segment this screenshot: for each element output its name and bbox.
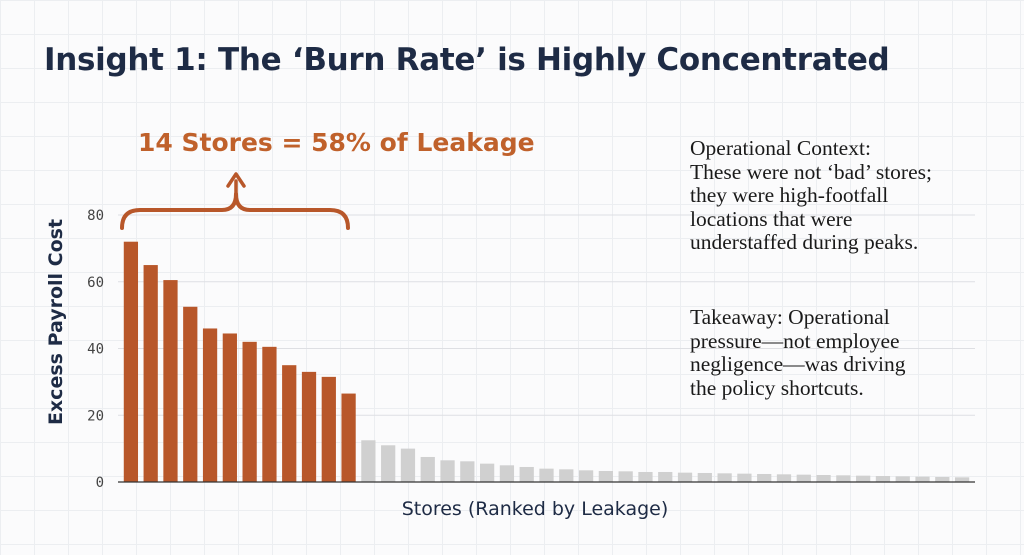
y-tick-label: 40 xyxy=(87,342,104,358)
takeaway-line: the policy shortcuts. xyxy=(690,375,864,400)
bar xyxy=(420,456,435,482)
bar xyxy=(638,471,653,482)
bar xyxy=(895,476,910,482)
bar xyxy=(578,470,594,482)
bar xyxy=(954,477,970,482)
bar xyxy=(697,472,712,482)
takeaway-line: negligence—was driving xyxy=(690,352,906,376)
callout-label: 14 Stores = 58% of Leakage xyxy=(138,128,535,157)
bar xyxy=(361,440,376,482)
bar-highlighted xyxy=(143,265,158,482)
bar xyxy=(658,471,673,482)
bar xyxy=(915,476,930,482)
bar xyxy=(737,473,752,482)
bar xyxy=(499,465,515,482)
bar-highlighted xyxy=(202,328,218,482)
y-tick-label: 20 xyxy=(87,408,104,424)
bar-highlighted xyxy=(301,371,317,482)
callout-brace xyxy=(120,192,350,230)
bar xyxy=(757,473,772,482)
y-tick-label: 80 xyxy=(87,208,104,224)
bar-highlighted xyxy=(321,376,336,482)
bar xyxy=(400,448,416,482)
context-line: Operational Context: xyxy=(690,136,871,160)
bar xyxy=(598,470,613,482)
x-axis-label: Stores (Ranked by Leakage) xyxy=(402,498,669,520)
bar-highlighted xyxy=(163,280,178,482)
context-line: These were not ‘bad’ stores; xyxy=(690,159,932,184)
bar-highlighted xyxy=(222,333,237,482)
bars xyxy=(123,241,970,482)
bar xyxy=(836,475,851,482)
bar xyxy=(519,466,534,482)
y-axis-ticks: 0 20 40 60 80 xyxy=(87,208,104,491)
bar-highlighted xyxy=(242,341,257,482)
y-tick-label: 60 xyxy=(87,275,104,291)
bar-highlighted xyxy=(262,346,277,482)
bar xyxy=(935,476,950,482)
operational-context-text: Operational Context: These were not ‘bad… xyxy=(690,136,932,255)
bar xyxy=(440,460,455,482)
bar-highlighted xyxy=(183,306,198,482)
bar xyxy=(480,463,495,482)
bar xyxy=(717,473,732,482)
gridlines xyxy=(118,214,975,416)
takeaway-text: Takeaway: Operational pressure—not emplo… xyxy=(690,305,906,400)
bar xyxy=(875,475,891,482)
callout-arrow-head xyxy=(226,172,246,188)
context-line: locations that were xyxy=(690,206,853,231)
bar xyxy=(677,472,693,482)
bar xyxy=(381,445,396,482)
takeaway-line: pressure—not employee xyxy=(690,328,900,353)
bar xyxy=(539,468,554,482)
y-tick-label: 0 xyxy=(96,475,104,491)
y-axis-label: Excess Payroll Cost xyxy=(45,219,67,425)
bar xyxy=(559,469,574,482)
takeaway-line: Takeaway: Operational xyxy=(690,305,890,329)
context-line: they were high-footfall xyxy=(690,183,889,207)
context-line: understaffed during peaks. xyxy=(690,230,919,254)
bar xyxy=(618,471,633,482)
bar-highlighted xyxy=(123,241,139,482)
slide-title: Insight 1: The ‘Burn Rate’ is Highly Con… xyxy=(44,42,890,78)
bar xyxy=(816,474,831,482)
bar-highlighted xyxy=(282,365,297,482)
bar xyxy=(856,475,871,482)
bar xyxy=(460,461,475,482)
bar xyxy=(776,474,792,482)
bar-highlighted xyxy=(341,393,356,482)
bar xyxy=(796,474,811,482)
